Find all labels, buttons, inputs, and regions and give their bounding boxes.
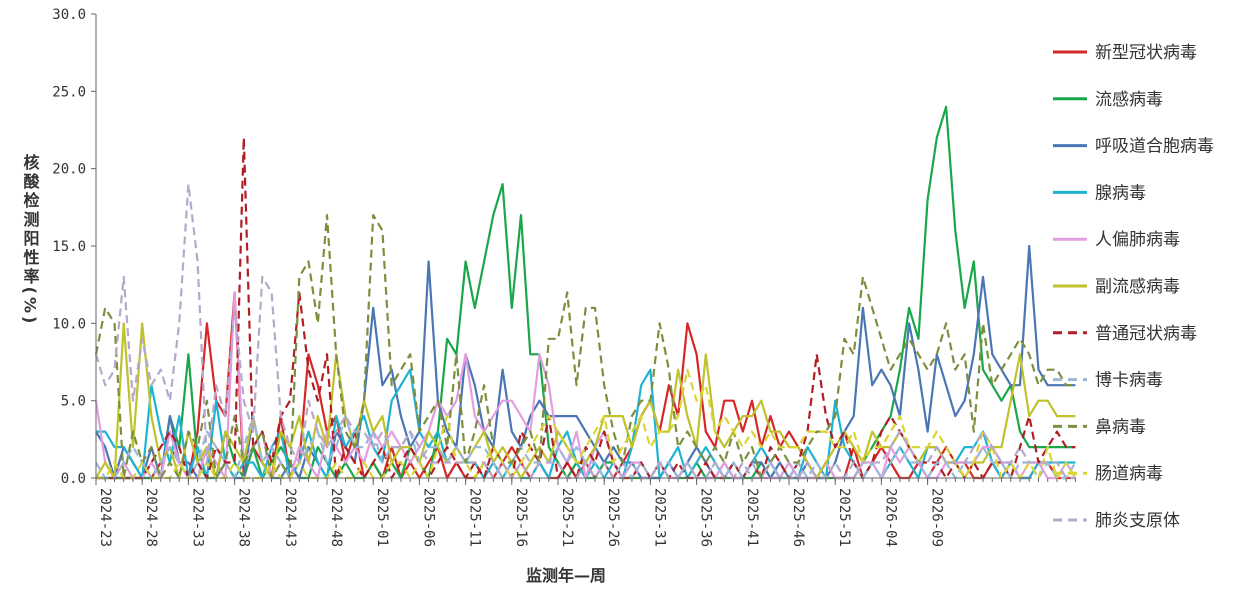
x-tick-label: 2025-01	[374, 488, 390, 547]
x-tick-label: 2025-31	[651, 488, 667, 547]
x-tick-label: 2024-48	[328, 488, 344, 547]
x-axis-ticks: 2024-23 2024-28 2024-33 2024-38 2024-43 2024-…	[95, 478, 945, 547]
legend-label: 副流感病毒	[1095, 277, 1180, 297]
x-tick-label: 2025-21	[559, 488, 575, 547]
y-tick-label: 5.0	[61, 394, 86, 410]
x-tick-label: 2025-11	[467, 488, 483, 547]
series-line-11	[94, 183, 1076, 480]
x-tick-label: 2024-33	[189, 488, 205, 547]
legend-label: 人偏肺病毒	[1095, 230, 1180, 250]
y-tick-label: 0.0	[61, 471, 86, 487]
legend-label: 肠道病毒	[1095, 464, 1163, 484]
x-tick-label: 2024-38	[236, 488, 252, 547]
y-tick-label: 15.0	[52, 239, 86, 255]
series-line-9	[94, 214, 1076, 480]
x-tick-label: 2025-51	[836, 488, 852, 547]
legend-label: 肺炎支原体	[1095, 511, 1180, 531]
x-tick-label: 2025-16	[513, 488, 529, 547]
x-tick-label: 2025-41	[744, 488, 760, 547]
x-tick-label: 2024-43	[282, 488, 298, 547]
x-tick-label: 2025-26	[605, 488, 621, 547]
legend-label: 鼻病毒	[1095, 417, 1146, 437]
y-axis-title: 核酸检测阳性率(%)	[21, 153, 40, 327]
legend: 新型冠状病毒流感病毒呼吸道合胞病毒腺病毒人偏肺病毒副流感病毒普通冠状病毒博卡病毒…	[1053, 43, 1214, 531]
legend-label: 博卡病毒	[1095, 371, 1163, 391]
plot-lines	[94, 105, 1077, 480]
x-tick-label: 2025-36	[698, 488, 714, 547]
x-tick-label: 2026-09	[929, 488, 945, 547]
x-tick-label: 2024-23	[97, 488, 113, 547]
y-tick-label: 25.0	[52, 84, 86, 100]
legend-label: 流感病毒	[1095, 90, 1163, 110]
y-tick-label: 20.0	[52, 162, 86, 178]
x-tick-label: 2025-06	[420, 488, 436, 547]
y-tick-label: 30.0	[52, 7, 86, 23]
y-tick-label: 10.0	[52, 316, 86, 332]
x-axis-title: 监测年—周	[526, 566, 606, 585]
x-tick-label: 2024-28	[143, 488, 159, 547]
y-axis-ticks: 0.0 5.0 10.0 15.0 20.0 25.0 30.0	[52, 7, 96, 487]
x-tick-label: 2025-46	[790, 488, 806, 547]
legend-label: 新型冠状病毒	[1095, 43, 1197, 63]
x-tick-label: 2026-04	[882, 488, 898, 547]
legend-label: 腺病毒	[1095, 183, 1146, 203]
legend-label: 呼吸道合胞病毒	[1095, 137, 1214, 157]
series-line-8	[95, 415, 1077, 480]
axes	[95, 14, 1076, 482]
legend-label: 普通冠状病毒	[1095, 324, 1197, 344]
